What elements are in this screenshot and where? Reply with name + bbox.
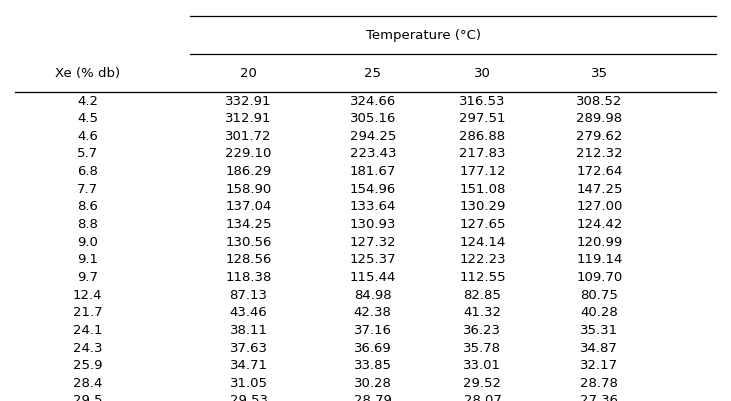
Text: 127.32: 127.32 xyxy=(349,236,396,249)
Text: 8.8: 8.8 xyxy=(77,218,98,231)
Text: 33.01: 33.01 xyxy=(463,359,501,372)
Text: 37.16: 37.16 xyxy=(354,324,392,337)
Text: 34.87: 34.87 xyxy=(580,342,618,354)
Text: 35: 35 xyxy=(591,67,608,80)
Text: 20: 20 xyxy=(240,67,257,80)
Text: 4.2: 4.2 xyxy=(77,95,98,107)
Text: 223.43: 223.43 xyxy=(349,148,396,160)
Text: 87.13: 87.13 xyxy=(230,289,268,302)
Text: 177.12: 177.12 xyxy=(459,165,506,178)
Text: 128.56: 128.56 xyxy=(225,253,272,266)
Text: 41.32: 41.32 xyxy=(463,306,501,319)
Text: 84.98: 84.98 xyxy=(354,289,392,302)
Text: 33.85: 33.85 xyxy=(354,359,392,372)
Text: 115.44: 115.44 xyxy=(349,271,396,284)
Text: 30.28: 30.28 xyxy=(354,377,392,390)
Text: 229.10: 229.10 xyxy=(225,148,272,160)
Text: 217.83: 217.83 xyxy=(459,148,506,160)
Text: 29.53: 29.53 xyxy=(230,395,268,401)
Text: 294.25: 294.25 xyxy=(349,130,396,143)
Text: 127.00: 127.00 xyxy=(576,200,623,213)
Text: 5.7: 5.7 xyxy=(77,148,98,160)
Text: 24.3: 24.3 xyxy=(73,342,102,354)
Text: 40.28: 40.28 xyxy=(580,306,618,319)
Text: 137.04: 137.04 xyxy=(225,200,272,213)
Text: 124.14: 124.14 xyxy=(459,236,506,249)
Text: 25.9: 25.9 xyxy=(73,359,102,372)
Text: 28.79: 28.79 xyxy=(354,395,392,401)
Text: 27.36: 27.36 xyxy=(580,395,618,401)
Text: 30: 30 xyxy=(474,67,491,80)
Text: 12.4: 12.4 xyxy=(73,289,102,302)
Text: 29.52: 29.52 xyxy=(463,377,501,390)
Text: 158.90: 158.90 xyxy=(225,183,272,196)
Text: 122.23: 122.23 xyxy=(459,253,506,266)
Text: 28.07: 28.07 xyxy=(463,395,501,401)
Text: 28.78: 28.78 xyxy=(580,377,618,390)
Text: 124.42: 124.42 xyxy=(576,218,623,231)
Text: 4.5: 4.5 xyxy=(77,112,98,125)
Text: 24.1: 24.1 xyxy=(73,324,102,337)
Text: 109.70: 109.70 xyxy=(576,271,623,284)
Text: 25: 25 xyxy=(364,67,382,80)
Text: 36.69: 36.69 xyxy=(354,342,392,354)
Text: 34.71: 34.71 xyxy=(230,359,268,372)
Text: 31.05: 31.05 xyxy=(230,377,268,390)
Text: 332.91: 332.91 xyxy=(225,95,272,107)
Text: 154.96: 154.96 xyxy=(349,183,396,196)
Text: 4.6: 4.6 xyxy=(77,130,98,143)
Text: 125.37: 125.37 xyxy=(349,253,396,266)
Text: 130.56: 130.56 xyxy=(225,236,272,249)
Text: 38.11: 38.11 xyxy=(230,324,268,337)
Text: 172.64: 172.64 xyxy=(576,165,623,178)
Text: 134.25: 134.25 xyxy=(225,218,272,231)
Text: 316.53: 316.53 xyxy=(459,95,506,107)
Text: 120.99: 120.99 xyxy=(576,236,623,249)
Text: 147.25: 147.25 xyxy=(576,183,623,196)
Text: Xe (% db): Xe (% db) xyxy=(55,67,121,80)
Text: 133.64: 133.64 xyxy=(349,200,396,213)
Text: 7.7: 7.7 xyxy=(77,183,98,196)
Text: 21.7: 21.7 xyxy=(73,306,102,319)
Text: 35.31: 35.31 xyxy=(580,324,618,337)
Text: 186.29: 186.29 xyxy=(225,165,272,178)
Text: 32.17: 32.17 xyxy=(580,359,618,372)
Text: 35.78: 35.78 xyxy=(463,342,501,354)
Text: 305.16: 305.16 xyxy=(349,112,396,125)
Text: 43.46: 43.46 xyxy=(230,306,268,319)
Text: 37.63: 37.63 xyxy=(230,342,268,354)
Text: 279.62: 279.62 xyxy=(576,130,623,143)
Text: 130.29: 130.29 xyxy=(459,200,506,213)
Text: 324.66: 324.66 xyxy=(349,95,396,107)
Text: 286.88: 286.88 xyxy=(459,130,506,143)
Text: 118.38: 118.38 xyxy=(225,271,272,284)
Text: 112.55: 112.55 xyxy=(459,271,506,284)
Text: 6.8: 6.8 xyxy=(77,165,98,178)
Text: 151.08: 151.08 xyxy=(459,183,506,196)
Text: 312.91: 312.91 xyxy=(225,112,272,125)
Text: 181.67: 181.67 xyxy=(349,165,396,178)
Text: 130.93: 130.93 xyxy=(349,218,396,231)
Text: 28.4: 28.4 xyxy=(73,377,102,390)
Text: 8.6: 8.6 xyxy=(77,200,98,213)
Text: 297.51: 297.51 xyxy=(459,112,506,125)
Text: 9.0: 9.0 xyxy=(77,236,98,249)
Text: 212.32: 212.32 xyxy=(576,148,623,160)
Text: Temperature (°C): Temperature (°C) xyxy=(366,28,482,42)
Text: 289.98: 289.98 xyxy=(576,112,623,125)
Text: 301.72: 301.72 xyxy=(225,130,272,143)
Text: 29.5: 29.5 xyxy=(73,395,102,401)
Text: 127.65: 127.65 xyxy=(459,218,506,231)
Text: 308.52: 308.52 xyxy=(576,95,623,107)
Text: 42.38: 42.38 xyxy=(354,306,392,319)
Text: 36.23: 36.23 xyxy=(463,324,501,337)
Text: 80.75: 80.75 xyxy=(580,289,618,302)
Text: 82.85: 82.85 xyxy=(463,289,501,302)
Text: 9.7: 9.7 xyxy=(77,271,98,284)
Text: 119.14: 119.14 xyxy=(576,253,623,266)
Text: 9.1: 9.1 xyxy=(77,253,98,266)
